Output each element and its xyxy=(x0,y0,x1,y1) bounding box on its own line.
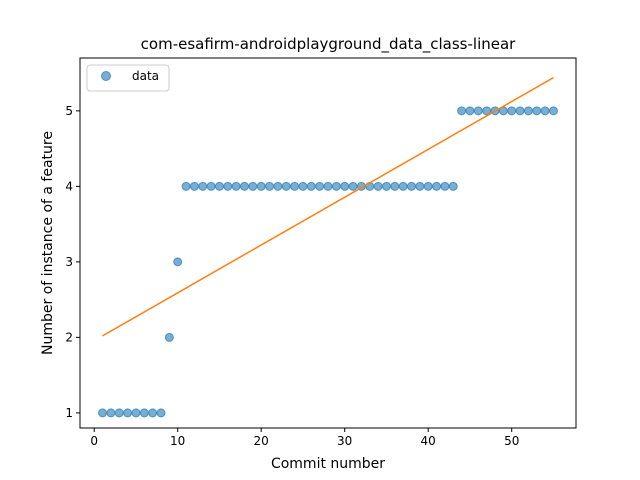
data-point xyxy=(448,181,458,191)
data-point xyxy=(214,181,224,191)
data-point xyxy=(139,408,149,418)
data-point xyxy=(548,106,558,116)
data-point xyxy=(390,181,400,191)
x-tick-label: 40 xyxy=(421,434,436,448)
data-point xyxy=(156,408,166,418)
data-point xyxy=(432,181,442,191)
plot-frame xyxy=(79,57,577,429)
x-tick-label: 20 xyxy=(254,434,269,448)
data-point xyxy=(373,181,383,191)
x-tick-label: 30 xyxy=(337,434,352,448)
data-point xyxy=(98,408,108,418)
data-point xyxy=(331,181,341,191)
data-point xyxy=(231,181,241,191)
data-point xyxy=(381,181,391,191)
data-point xyxy=(256,181,266,191)
y-tick-label: 4 xyxy=(65,179,73,193)
data-point xyxy=(348,181,358,191)
data-point xyxy=(106,408,116,418)
data-point xyxy=(206,181,216,191)
data-point xyxy=(532,106,542,116)
data-point xyxy=(507,106,517,116)
data-point xyxy=(515,106,525,116)
data-point xyxy=(273,181,283,191)
legend-label-data: data xyxy=(132,69,159,83)
data-point xyxy=(239,181,249,191)
x-axis-label: Commit number xyxy=(271,456,385,472)
data-point xyxy=(290,181,300,191)
data-point xyxy=(306,181,316,191)
data-point xyxy=(281,181,291,191)
data-point xyxy=(164,332,174,342)
data-point xyxy=(148,408,158,418)
data-point xyxy=(407,181,417,191)
data-point xyxy=(181,181,191,191)
data-point xyxy=(540,106,550,116)
data-point xyxy=(248,181,258,191)
data-point xyxy=(440,181,450,191)
x-tick-label: 50 xyxy=(504,434,519,448)
data-point xyxy=(323,181,333,191)
data-point xyxy=(423,181,433,191)
data-point xyxy=(473,106,483,116)
data-point xyxy=(398,181,408,191)
data-point xyxy=(457,106,467,116)
x-tick-label: 0 xyxy=(90,434,98,448)
fit-line xyxy=(102,76,554,337)
data-point xyxy=(315,181,325,191)
data-point xyxy=(340,181,350,191)
data-point xyxy=(265,181,275,191)
y-tick-label: 5 xyxy=(65,104,73,118)
data-point xyxy=(223,181,233,191)
y-tick-label: 2 xyxy=(65,330,73,344)
data-point xyxy=(198,181,208,191)
data-point xyxy=(189,181,199,191)
data-point xyxy=(123,408,133,418)
data-point xyxy=(415,181,425,191)
legend-marker-data xyxy=(101,71,111,81)
data-point xyxy=(173,257,183,267)
y-tick-label: 3 xyxy=(65,255,73,269)
y-axis-label: Number of instance of a feature xyxy=(40,131,56,355)
data-point xyxy=(114,408,124,418)
data-point xyxy=(465,106,475,116)
y-tick-label: 1 xyxy=(65,406,73,420)
data-point xyxy=(131,408,141,418)
x-tick-label: 10 xyxy=(170,434,185,448)
chart-title: com-esafirm-androidplayground_data_class… xyxy=(141,35,517,54)
data-point xyxy=(523,106,533,116)
data-point xyxy=(298,181,308,191)
legend: data xyxy=(86,64,170,92)
